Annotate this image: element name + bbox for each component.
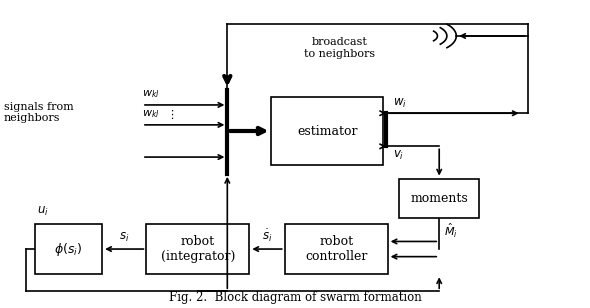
Text: $\phi(s_i)$: $\phi(s_i)$ <box>54 241 83 257</box>
Text: broadcast
to neighbors: broadcast to neighbors <box>304 37 375 59</box>
Bar <box>35 224 102 274</box>
Text: robot
controller: robot controller <box>305 235 368 263</box>
Bar <box>285 224 388 274</box>
Text: robot
(integrator): robot (integrator) <box>160 235 235 263</box>
Text: $\vdots$: $\vdots$ <box>166 108 173 121</box>
Text: $w_i$: $w_i$ <box>394 96 407 110</box>
Text: $u_i$: $u_i$ <box>38 205 49 218</box>
Text: signals from
neighbors: signals from neighbors <box>4 102 73 124</box>
Text: $\dot{s}_i$: $\dot{s}_i$ <box>262 228 273 245</box>
Text: moments: moments <box>410 192 468 205</box>
Text: $w_{kl}$: $w_{kl}$ <box>142 88 160 100</box>
Text: $w_{kl}$: $w_{kl}$ <box>142 108 160 120</box>
Text: $s_i$: $s_i$ <box>119 231 129 245</box>
Text: Fig. 2.  Block diagram of swarm formation: Fig. 2. Block diagram of swarm formation <box>169 291 421 304</box>
Text: estimator: estimator <box>297 124 358 137</box>
Bar <box>399 179 479 218</box>
Text: $\hat{M}_i$: $\hat{M}_i$ <box>444 221 458 240</box>
Bar <box>146 224 250 274</box>
Text: $v_i$: $v_i$ <box>394 149 405 162</box>
Bar <box>271 97 384 165</box>
